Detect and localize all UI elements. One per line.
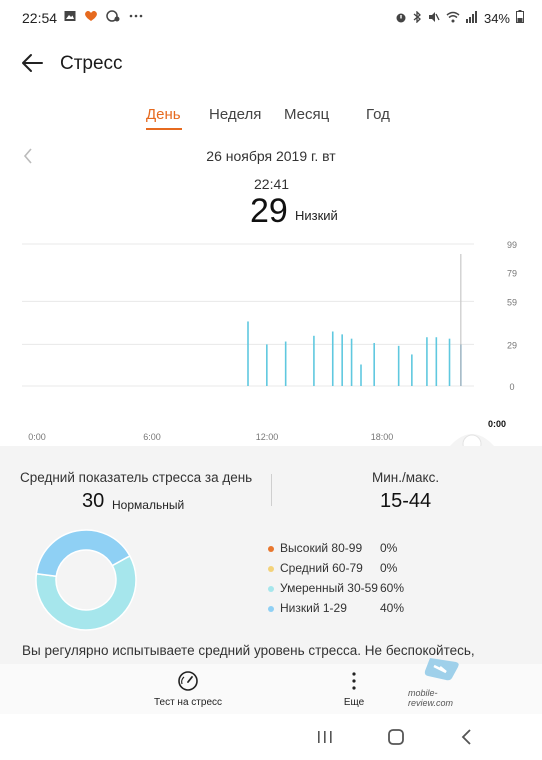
average-stress-level: Нормальный bbox=[112, 498, 185, 512]
signal-icon bbox=[465, 10, 478, 26]
legend-dot bbox=[268, 546, 274, 552]
legend-dot bbox=[268, 586, 274, 592]
period-tabs: День Неделя Месяц Год bbox=[0, 106, 542, 136]
system-navigation-bar bbox=[0, 714, 542, 760]
minmax-value: 15-44 bbox=[380, 490, 432, 512]
reading-time: 22:41 bbox=[254, 176, 290, 192]
home-button[interactable] bbox=[385, 726, 407, 748]
legend-item-medium: Средний 60-79 0% bbox=[266, 560, 446, 580]
selected-date: 26 ноября 2019 г. вт bbox=[206, 148, 336, 164]
mute-icon bbox=[428, 11, 440, 26]
stress-test-button[interactable]: Тест на стресс bbox=[148, 670, 228, 708]
page-title: Стресс bbox=[60, 53, 123, 74]
legend-dot bbox=[268, 606, 274, 612]
minmax-title: Мин./макс. bbox=[372, 470, 440, 485]
system-icons: 34% bbox=[395, 9, 524, 26]
x-tick-label: 0:00 bbox=[28, 432, 46, 442]
legend-label: Средний 60-79 bbox=[280, 561, 363, 575]
legend-label: Низкий 1-29 bbox=[280, 601, 347, 615]
gauge-icon bbox=[178, 671, 198, 691]
more-label: Еще bbox=[343, 697, 365, 708]
alarm-icon bbox=[395, 11, 407, 26]
legend-percent: 40% bbox=[380, 601, 405, 615]
battery-percent: 34% bbox=[483, 10, 510, 26]
bluetooth-icon bbox=[413, 9, 422, 26]
chevron-left-icon bbox=[23, 148, 32, 164]
notification-icons bbox=[64, 10, 144, 25]
stress-chart[interactable]: 99 79 59 29 0 0:00 6:00 12:00 18:00 0:00 bbox=[0, 236, 542, 446]
reading-level: Низкий bbox=[295, 208, 338, 223]
x-tick-label: 6:00 bbox=[143, 432, 161, 442]
legend-label: Умеренный 30-59 bbox=[280, 581, 378, 595]
tab-month[interactable]: Месяц bbox=[284, 106, 330, 123]
recent-apps-button[interactable] bbox=[314, 726, 336, 748]
wifi-icon bbox=[446, 11, 460, 26]
watermark-logo: mobile-review.com bbox=[408, 656, 482, 708]
status-bar: 22:54 34% bbox=[0, 0, 542, 36]
tab-day[interactable]: День bbox=[146, 106, 181, 123]
y-tick-label: 79 bbox=[507, 269, 517, 279]
home-icon bbox=[388, 729, 404, 745]
image-icon bbox=[64, 10, 76, 25]
active-tab-indicator bbox=[146, 128, 182, 130]
system-back-button[interactable] bbox=[456, 726, 478, 748]
tab-week[interactable]: Неделя bbox=[209, 106, 262, 123]
chevron-left-icon bbox=[461, 729, 471, 745]
summary-divider bbox=[271, 474, 272, 506]
more-vertical-icon bbox=[352, 672, 356, 690]
donut-segment bbox=[35, 529, 131, 578]
legend-label: Высокий 80-99 bbox=[280, 541, 363, 555]
y-tick-label: 0 bbox=[509, 382, 514, 392]
more-button[interactable]: Еще bbox=[334, 670, 374, 708]
legend-item-low: Низкий 1-29 40% bbox=[266, 600, 446, 620]
summary-panel: Средний показатель стресса за день 30 Но… bbox=[0, 446, 542, 666]
average-stress-title: Средний показатель стресса за день bbox=[20, 470, 253, 485]
back-button[interactable] bbox=[20, 50, 46, 76]
legend-percent: 60% bbox=[380, 581, 405, 595]
reading-value: 29 bbox=[250, 192, 288, 230]
legend-item-moderate: Умеренный 30-59 60% bbox=[266, 580, 446, 600]
legend-dot bbox=[268, 566, 274, 572]
status-time: 22:54 bbox=[22, 10, 58, 26]
cursor-handle bbox=[462, 434, 482, 446]
tab-year[interactable]: Год bbox=[366, 106, 390, 123]
x-end-label: 0:00 bbox=[488, 419, 506, 429]
breakdown-legend: Высокий 80-99 0% Средний 60-79 0% Умерен… bbox=[266, 540, 446, 620]
x-tick-label: 18:00 bbox=[371, 432, 394, 442]
recents-icon bbox=[318, 731, 332, 743]
heart-icon bbox=[84, 10, 98, 25]
average-stress-value: 30 bbox=[82, 490, 105, 512]
health-app-icon bbox=[106, 10, 120, 25]
y-tick-label: 59 bbox=[507, 297, 517, 307]
legend-percent: 0% bbox=[380, 541, 398, 555]
stress-breakdown-donut bbox=[35, 529, 137, 631]
previous-date-button[interactable] bbox=[20, 146, 36, 166]
watermark-icon bbox=[424, 658, 459, 681]
app-bar: Стресс bbox=[0, 40, 542, 88]
stress-advice-text: Вы регулярно испытываете средний уровень… bbox=[22, 643, 475, 658]
battery-icon bbox=[516, 10, 524, 26]
legend-percent: 0% bbox=[380, 561, 398, 575]
date-navigator: 26 ноября 2019 г. вт bbox=[0, 146, 542, 168]
y-tick-label: 99 bbox=[507, 240, 517, 250]
more-notifications-icon bbox=[128, 10, 144, 25]
arrow-left-icon bbox=[22, 54, 43, 72]
watermark-text: mobile-review.com bbox=[408, 688, 454, 708]
stress-test-label: Тест на стресс bbox=[153, 697, 223, 708]
y-tick-label: 29 bbox=[507, 340, 517, 350]
donut-segment bbox=[35, 554, 137, 631]
x-tick-label: 12:00 bbox=[256, 432, 279, 442]
legend-item-high: Высокий 80-99 0% bbox=[266, 540, 446, 560]
